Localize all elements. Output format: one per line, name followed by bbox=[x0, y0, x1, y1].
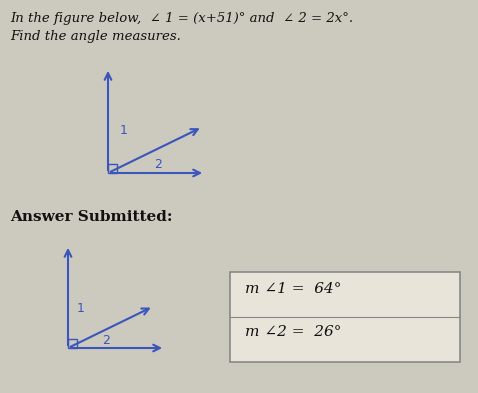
Text: Answer Submitted:: Answer Submitted: bbox=[10, 210, 173, 224]
Text: 1: 1 bbox=[120, 125, 128, 138]
Text: Find the angle measures.: Find the angle measures. bbox=[10, 30, 181, 43]
Bar bbox=[230, 272, 460, 362]
Text: m ∠1 =  64°: m ∠1 = 64° bbox=[245, 282, 341, 296]
Bar bbox=[108, 164, 117, 173]
Text: 2: 2 bbox=[102, 334, 110, 347]
Bar bbox=[68, 339, 77, 348]
Text: 1: 1 bbox=[77, 301, 85, 314]
Text: In the figure below,  ∠ 1 = (x+51)° and  ∠ 2 = 2x°.: In the figure below, ∠ 1 = (x+51)° and ∠… bbox=[10, 12, 353, 25]
Text: m ∠2 =  26°: m ∠2 = 26° bbox=[245, 325, 341, 339]
Text: 2: 2 bbox=[154, 158, 162, 171]
